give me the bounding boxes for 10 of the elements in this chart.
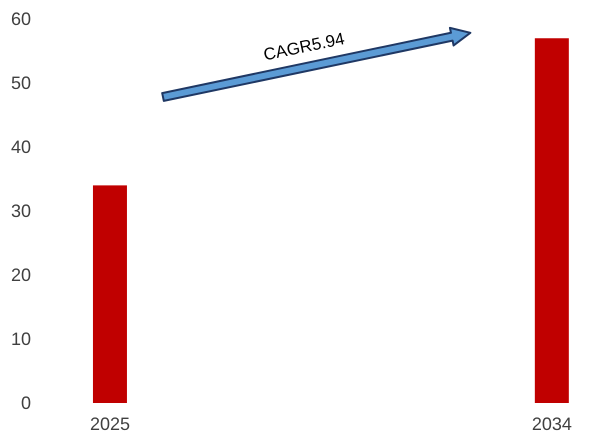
y-tick-label: 30 (10, 201, 31, 221)
y-tick-label: 20 (10, 265, 31, 285)
x-tick-label: 2034 (532, 414, 572, 434)
y-tick-label: 0 (20, 393, 31, 413)
y-tick-label: 60 (10, 9, 31, 29)
y-tick-label: 10 (10, 329, 31, 349)
y-tick-label: 40 (10, 137, 31, 157)
annotation: CAGR5.94 (262, 29, 346, 64)
y-tick-label: 50 (10, 73, 31, 93)
x-tick-label: 2025 (90, 414, 130, 434)
